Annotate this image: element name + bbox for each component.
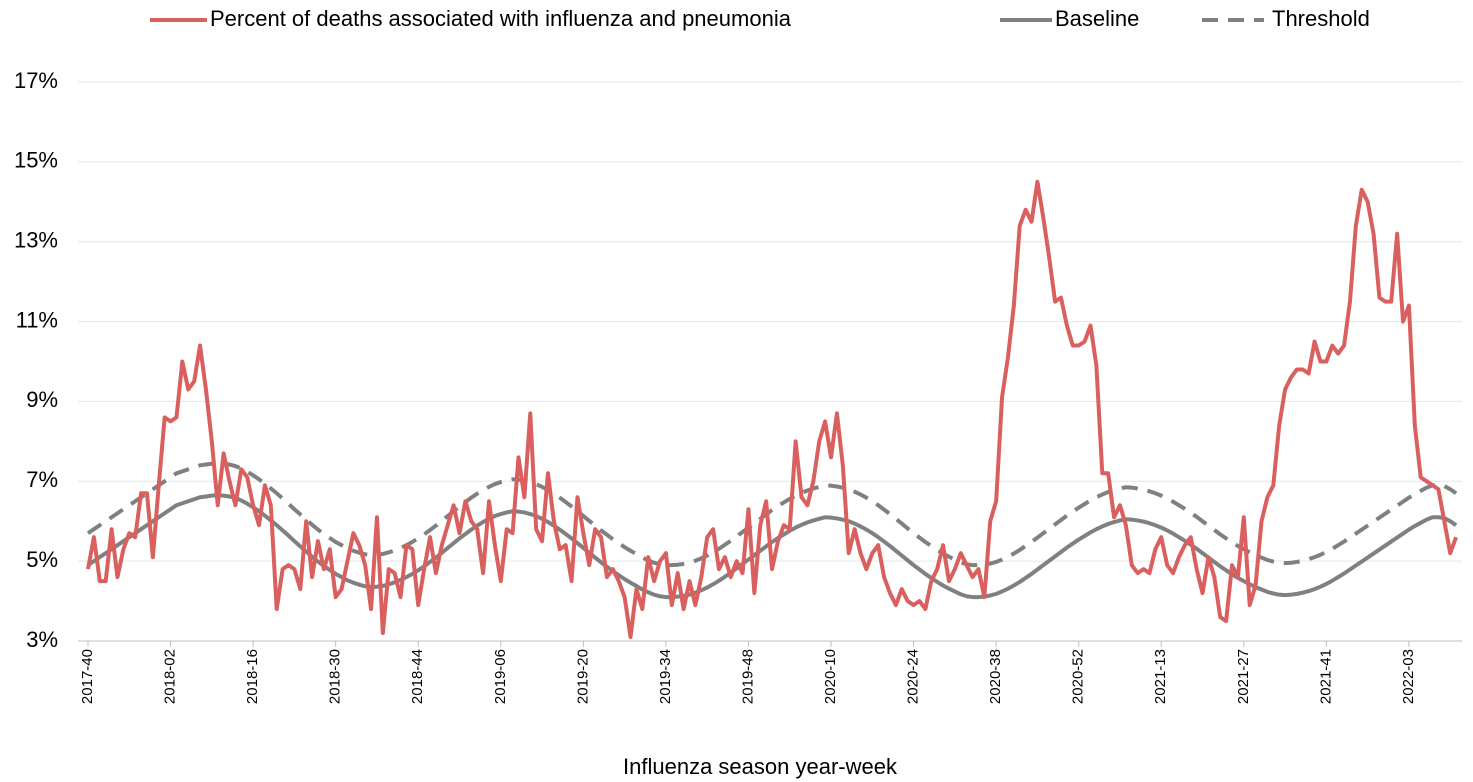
x-tick-label: 2020-38 [987, 649, 1004, 704]
y-tick-label: 11% [16, 307, 58, 332]
legend-label: Baseline [1055, 6, 1139, 31]
x-tick-label: 2019-20 [574, 649, 591, 704]
x-tick-label: 2020-10 [822, 649, 839, 704]
lines [86, 179, 1458, 640]
x-tick-label: 2017-40 [79, 649, 96, 704]
x-tick-label: 2019-34 [657, 649, 674, 704]
y-tick-label: 13% [14, 228, 58, 253]
x-tick-label: 2021-41 [1317, 649, 1334, 704]
legend-label: Percent of deaths associated with influe… [210, 6, 792, 31]
x-tick-label: 2022-03 [1400, 649, 1417, 704]
x-tick-label: 2018-16 [244, 649, 261, 704]
x-tick-label: 2020-24 [905, 649, 922, 704]
x-tick-label: 2020-52 [1070, 649, 1087, 704]
legend: Percent of deaths associated with influe… [150, 6, 1370, 31]
x-tick-label: 2019-06 [492, 649, 509, 704]
y-tick-label: 5% [26, 547, 58, 572]
x-axis-title: Influenza season year-week [623, 754, 898, 779]
series-line [86, 461, 1458, 568]
x-tick-label: 2018-02 [162, 649, 179, 704]
legend-label: Threshold [1272, 6, 1370, 31]
x-tick-label: 2021-27 [1235, 649, 1252, 704]
series-line [86, 179, 1458, 640]
x-tick-label: 2021-13 [1152, 649, 1169, 704]
axes: 3% 5% 7% 9% 11% 13% 15% 17% 2017-40 2018-02 2018-1… [14, 68, 1462, 704]
y-tick-label: 15% [14, 148, 58, 173]
x-tick-label: 2018-44 [409, 649, 426, 704]
y-tick-label: 3% [26, 627, 58, 652]
x-tick-label: 2018-30 [327, 649, 344, 704]
x-tick-label: 2019-48 [739, 649, 756, 704]
y-tick-label: 17% [14, 68, 58, 93]
y-tick-label: 9% [26, 387, 58, 412]
y-tick-label: 7% [26, 467, 58, 492]
